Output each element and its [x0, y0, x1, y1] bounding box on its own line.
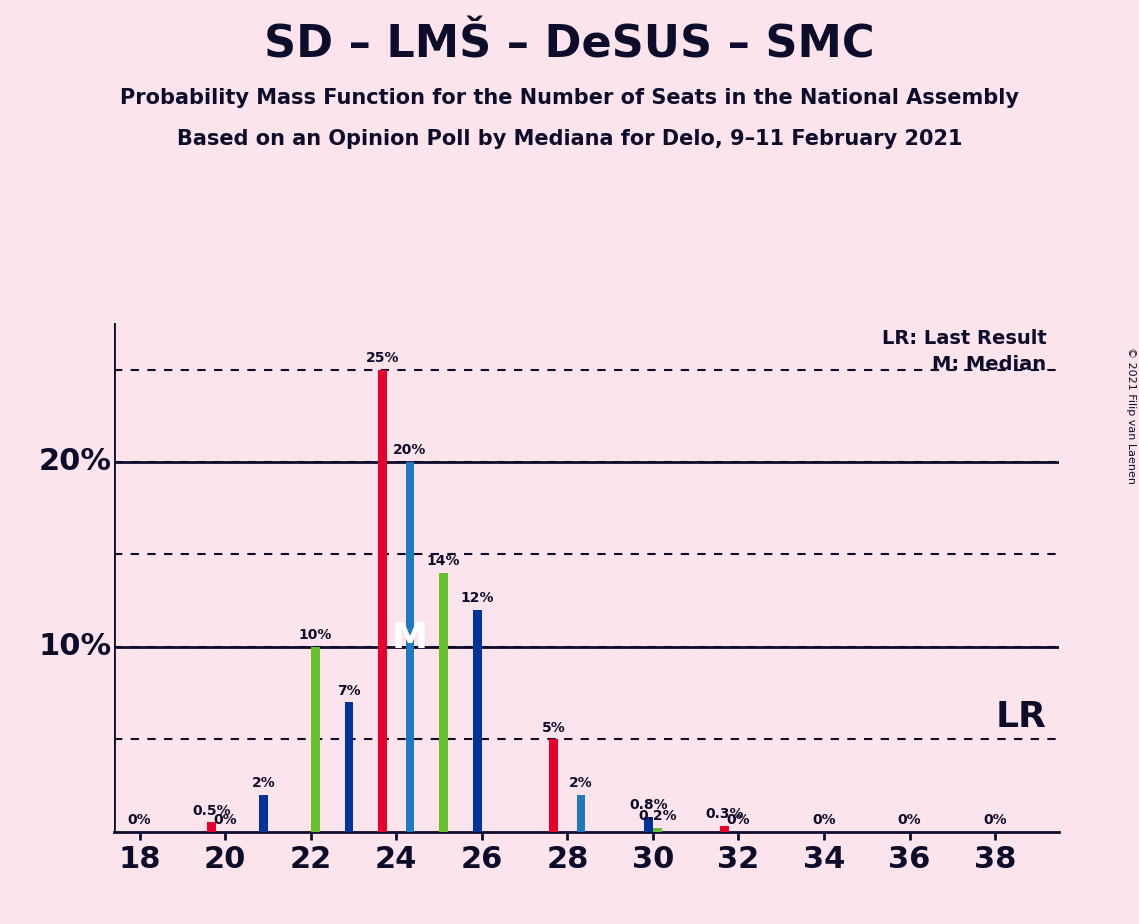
- Text: 0%: 0%: [213, 813, 237, 827]
- Bar: [549, 739, 558, 832]
- Bar: [378, 370, 387, 832]
- Text: 0%: 0%: [983, 813, 1007, 827]
- Text: LR: LR: [995, 699, 1047, 734]
- Text: LR: Last Result: LR: Last Result: [882, 329, 1047, 348]
- Text: Probability Mass Function for the Number of Seats in the National Assembly: Probability Mass Function for the Number…: [120, 88, 1019, 108]
- Text: 20%: 20%: [393, 444, 426, 457]
- Bar: [653, 828, 662, 832]
- Bar: [473, 610, 482, 832]
- Text: 10%: 10%: [298, 628, 331, 642]
- Text: 0.3%: 0.3%: [705, 808, 744, 821]
- Text: Based on an Opinion Poll by Mediana for Delo, 9–11 February 2021: Based on an Opinion Poll by Mediana for …: [177, 129, 962, 150]
- Text: M: Median: M: Median: [933, 355, 1047, 374]
- Text: 0%: 0%: [898, 813, 921, 827]
- Text: 0%: 0%: [727, 813, 751, 827]
- Text: © 2021 Filip van Laenen: © 2021 Filip van Laenen: [1126, 347, 1136, 484]
- Text: 7%: 7%: [337, 684, 361, 698]
- Bar: [405, 462, 415, 832]
- Bar: [440, 573, 448, 832]
- Text: 0.2%: 0.2%: [638, 809, 677, 823]
- Text: 10%: 10%: [39, 632, 112, 662]
- Text: 0%: 0%: [128, 813, 151, 827]
- Bar: [311, 647, 320, 832]
- Bar: [644, 817, 653, 832]
- Text: 14%: 14%: [427, 554, 460, 568]
- Text: 0.8%: 0.8%: [629, 798, 667, 812]
- Text: 2%: 2%: [570, 776, 592, 790]
- Bar: [721, 826, 729, 832]
- Text: 12%: 12%: [460, 591, 494, 605]
- Text: 0%: 0%: [812, 813, 836, 827]
- Text: 5%: 5%: [542, 721, 566, 735]
- Text: SD – LMŠ – DeSUS – SMC: SD – LMŠ – DeSUS – SMC: [264, 23, 875, 67]
- Text: 20%: 20%: [39, 447, 112, 477]
- Text: 2%: 2%: [252, 776, 276, 790]
- Text: M: M: [392, 621, 428, 654]
- Bar: [576, 795, 585, 832]
- Bar: [345, 702, 353, 832]
- Text: 25%: 25%: [366, 351, 400, 365]
- Bar: [259, 795, 268, 832]
- Text: 0.5%: 0.5%: [192, 804, 231, 818]
- Bar: [207, 822, 215, 832]
